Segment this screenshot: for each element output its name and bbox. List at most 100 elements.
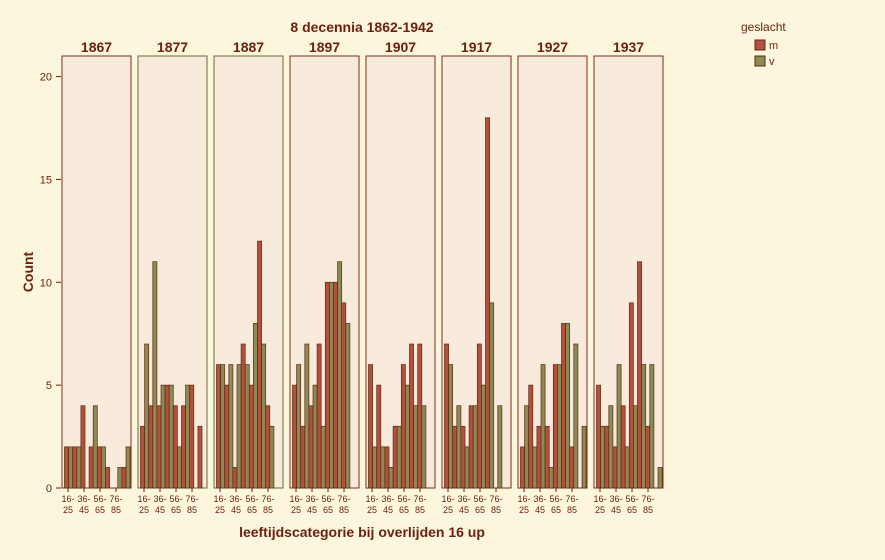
bar-1867-m-16-25 [64, 446, 69, 489]
bar-1867-v-86-95 [125, 446, 131, 489]
bar-1927-m-46-55 [544, 425, 550, 489]
x-tick-label: 56- [169, 494, 182, 504]
x-tick-label: 65 [323, 505, 333, 515]
bar-1877-v-16-25 [144, 343, 150, 489]
x-tick-label: 16- [441, 494, 454, 504]
x-tick-label: 85 [263, 505, 273, 515]
bar-1907-m-26-35 [376, 384, 382, 489]
x-tick-label: 36- [381, 494, 394, 504]
y-tick-label: 5 [46, 380, 52, 392]
bar-1927-m-16-25 [520, 446, 525, 489]
y-tick-label: 15 [40, 174, 52, 186]
bar-1877-m-26-35 [148, 405, 154, 489]
x-tick-label: 76- [185, 494, 198, 504]
bar-1897-m-76-85 [341, 302, 347, 489]
bar-1887-m-76-85 [265, 405, 271, 489]
panel-1917: 1917 16-25 36-45 56-65 76-85 [441, 39, 512, 515]
bar-1917-v-16-25 [448, 364, 454, 489]
bar-1917-m-46-55 [468, 405, 474, 489]
bar-1927-v-76-85 [573, 343, 579, 489]
bar-1937-v-26-35 [608, 405, 614, 489]
x-tick-label: 65 [95, 505, 105, 515]
bar-1937-v-86-95 [657, 467, 663, 489]
bar-1937-v-56-65 [633, 405, 638, 489]
bar-1917-v-46-55 [472, 405, 478, 489]
bar-1937-m-26-35 [604, 425, 610, 489]
x-tick-label: 65 [171, 505, 181, 515]
bar-1927-m-66-75 [561, 323, 566, 489]
bar-1867-v-26-35 [76, 446, 82, 489]
bar-1927-m-56-65 [552, 364, 558, 489]
x-tick-label: 25 [367, 505, 377, 515]
panel-header: 1887 [233, 39, 264, 55]
bar-1937-m-36-45 [612, 446, 618, 489]
bar-1907-m-36-45 [384, 446, 390, 489]
bar-1867-m-56-65 [96, 446, 102, 489]
bar-1897-m-26-35 [300, 425, 306, 489]
x-tick-label: 25 [595, 505, 605, 515]
bar-1907-m-66-75 [409, 343, 414, 489]
bar-1927-m-36-45 [536, 425, 542, 489]
bar-1917-v-26-35 [456, 405, 462, 489]
panel-header: 1927 [537, 39, 568, 55]
x-tick-label: 45 [459, 505, 469, 515]
bar-1937-v-66-75 [641, 364, 647, 489]
bar-1917-m-56-65 [476, 343, 482, 489]
bar-1877-m-56-65 [172, 405, 178, 489]
x-tick-label: 25 [139, 505, 149, 515]
bar-1937-v-46-55 [624, 446, 630, 489]
x-tick-label: 56- [93, 494, 106, 504]
x-tick-label: 76- [109, 494, 122, 504]
x-tick-label: 16- [61, 494, 74, 504]
bar-1897-m-46-55 [316, 343, 322, 489]
x-tick-label: 85 [643, 505, 653, 515]
bar-1877-v-26-35 [152, 261, 158, 489]
bar-1937-v-16-25 [600, 425, 606, 489]
bar-1877-m-76-85 [189, 384, 195, 489]
bar-1887-v-76-85 [269, 425, 275, 489]
legend-label-m: m [769, 40, 778, 52]
bar-1917-v-36-45 [464, 446, 470, 489]
panel-header: 1897 [309, 39, 340, 55]
bar-1917-v-56-65 [481, 384, 486, 489]
chart-title: 8 decennia 1862-1942 [290, 19, 433, 35]
x-axis-title: leeftijdscategorie bij overlijden 16 up [239, 524, 485, 540]
bar-1907-m-16-25 [368, 364, 373, 489]
x-tick-label: 45 [535, 505, 545, 515]
bar-1867-m-66-75 [105, 467, 110, 489]
bar-1917-m-26-35 [452, 425, 458, 489]
panel-1897: 1897 16-25 36-45 56-65 76-85 [289, 39, 360, 515]
x-tick-label: 16- [213, 494, 226, 504]
x-tick-label: 16- [517, 494, 530, 504]
x-tick-label: 45 [79, 505, 89, 515]
bar-1877-m-36-45 [156, 405, 162, 489]
bar-1897-v-46-55 [320, 425, 326, 489]
x-tick-label: 65 [551, 505, 561, 515]
legend-swatch-m [754, 39, 766, 51]
bar-1907-v-36-45 [388, 467, 394, 489]
bar-1897-v-16-25 [296, 364, 302, 489]
bar-1887-v-66-75 [261, 343, 267, 489]
x-tick-label: 25 [63, 505, 73, 515]
panel-1937: 1937 16-25 36-45 56-65 76-85 [593, 39, 664, 515]
x-tick-label: 56- [245, 494, 258, 504]
bar-1917-v-66-75 [489, 302, 495, 489]
bar-1887-m-46-55 [240, 343, 246, 489]
bar-1927-v-86-95 [581, 425, 587, 489]
bar-1907-m-76-85 [417, 343, 423, 489]
legend-title: geslacht [741, 20, 786, 34]
bar-1867-m-26-35 [72, 446, 78, 489]
bar-1937-m-56-65 [628, 302, 634, 489]
bar-1907-m-56-65 [400, 364, 406, 489]
bar-1867-m-86-95 [121, 467, 127, 489]
bar-1897-v-26-35 [304, 343, 310, 489]
bar-1907-v-76-85 [421, 405, 427, 489]
bar-1887-m-66-75 [257, 240, 262, 489]
panel-1867: 1867 16-25 36-45 56-65 76-85 [61, 39, 132, 515]
bar-1887-v-16-25 [220, 364, 226, 489]
bar-1917-v-76-85 [497, 405, 503, 489]
y-tick-label: 0 [46, 483, 52, 495]
x-tick-label: 25 [291, 505, 301, 515]
